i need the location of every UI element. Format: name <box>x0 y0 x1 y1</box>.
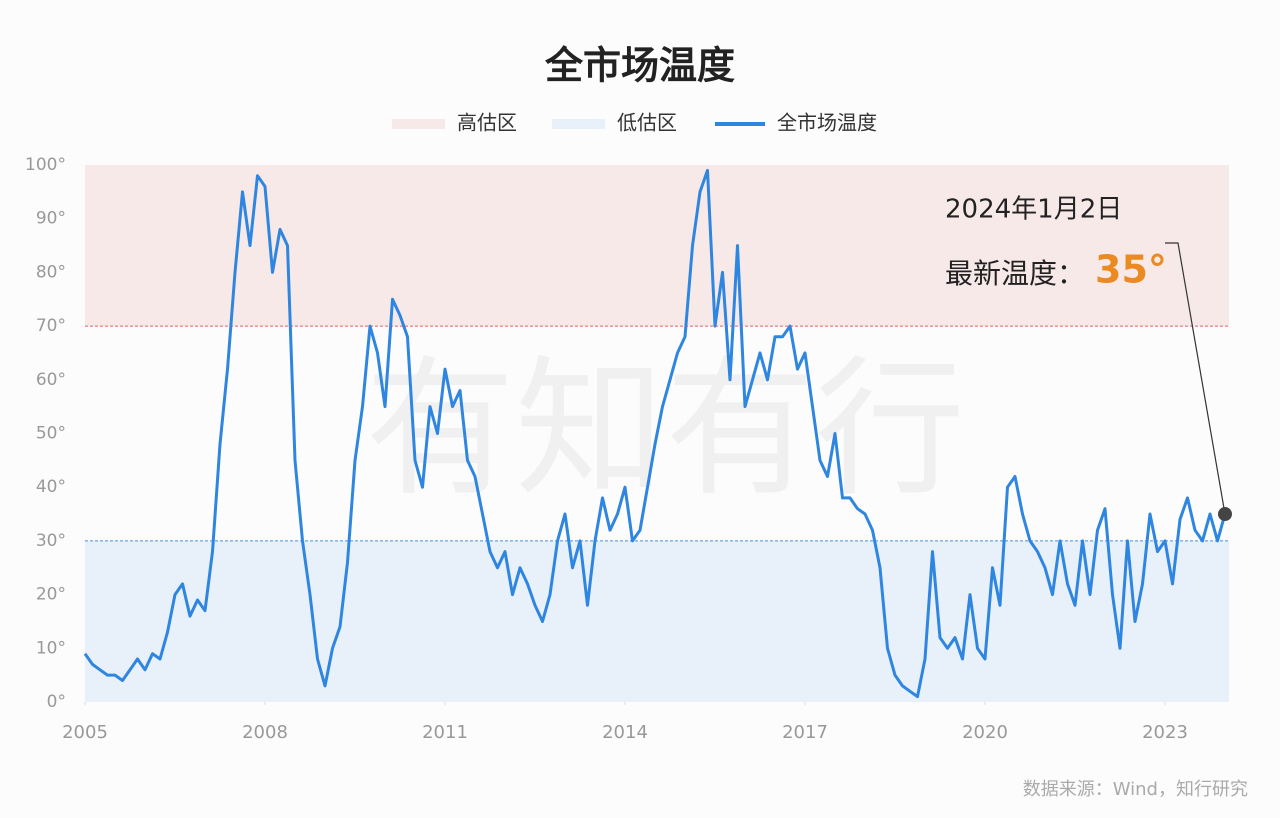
y-tick-label: 40° <box>36 477 66 497</box>
x-tick-label: 2023 <box>1142 722 1188 743</box>
watermark: 有知有行 <box>365 343 965 517</box>
y-tick-label: 30° <box>36 531 66 551</box>
legend-swatch <box>392 119 445 129</box>
legend-label: 低估区 <box>617 111 677 135</box>
x-tick-label: 2005 <box>62 722 108 743</box>
y-tick-label: 100° <box>25 155 66 175</box>
annotation-label: 最新温度： <box>945 257 1085 290</box>
x-tick-label: 2014 <box>602 722 648 743</box>
annotation-date: 2024年1月2日 <box>945 195 1122 225</box>
source: 数据来源：Wind，知行研究 <box>1023 779 1248 800</box>
legend-label: 全市场温度 <box>777 111 877 135</box>
y-tick-label: 10° <box>36 638 66 658</box>
latest-point <box>1218 507 1232 522</box>
y-tick-label: 60° <box>36 370 66 390</box>
chart-title: 全市场温度 <box>544 44 735 88</box>
annotation-value: 35° <box>1095 248 1167 292</box>
low-zone <box>85 540 1229 702</box>
temperature-line <box>83 168 1227 699</box>
legend-swatch <box>552 119 605 129</box>
legend-label: 高估区 <box>457 111 517 135</box>
x-tick-label: 2008 <box>242 722 288 743</box>
annotation-pointer <box>1165 242 1226 515</box>
x-tick-label: 2011 <box>422 722 468 743</box>
x-tick-label: 2017 <box>782 722 828 743</box>
y-tick-label: 80° <box>36 262 66 282</box>
y-tick-label: 0° <box>47 692 66 712</box>
x-tick-label: 2020 <box>962 722 1008 743</box>
y-tick-label: 20° <box>36 585 66 605</box>
y-tick-label: 50° <box>36 424 66 444</box>
y-tick-label: 70° <box>36 316 66 336</box>
y-tick-label: 90° <box>36 209 66 229</box>
